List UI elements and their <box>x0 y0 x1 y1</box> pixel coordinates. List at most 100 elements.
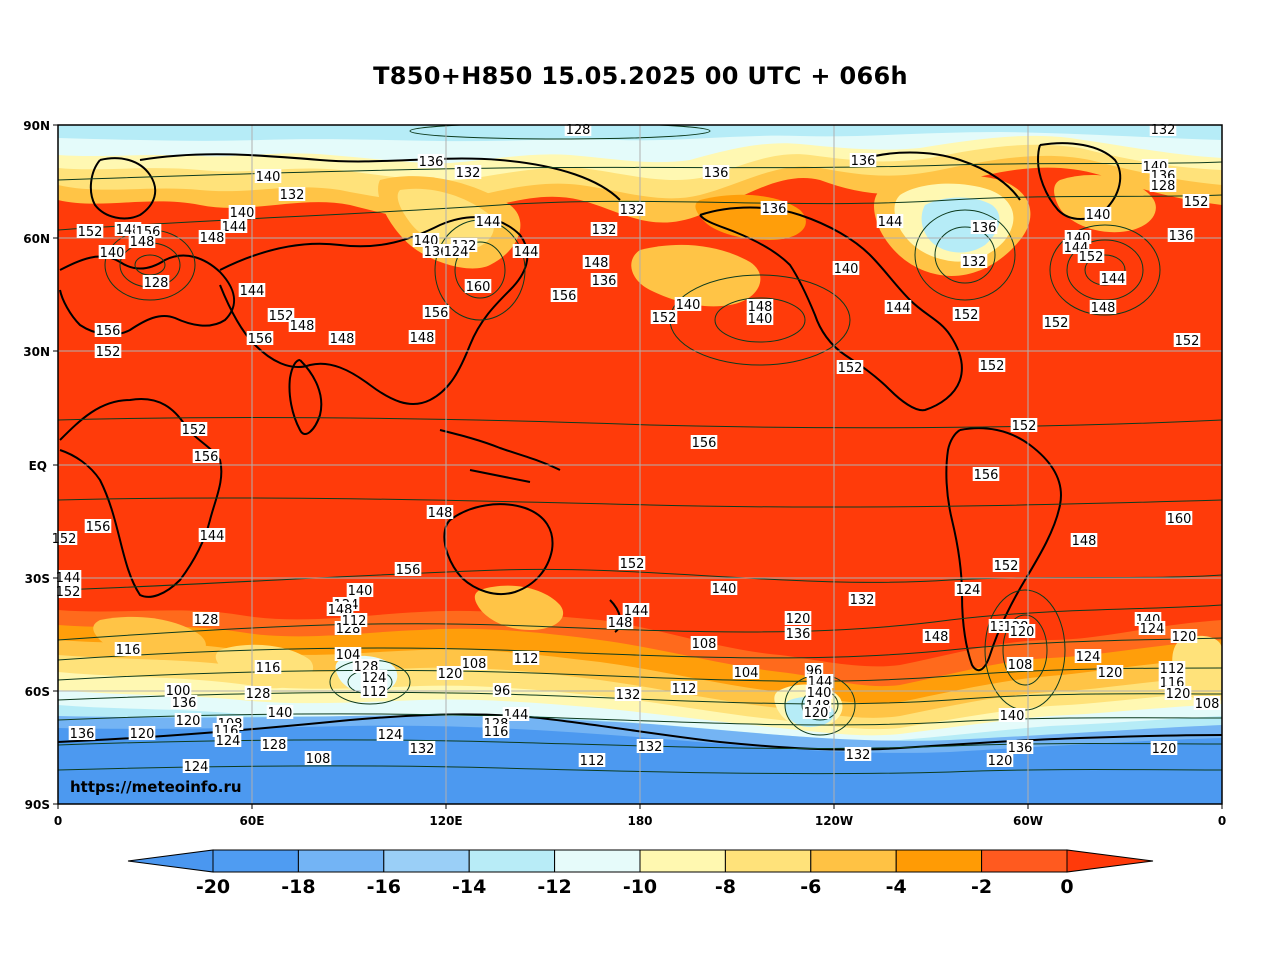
lon-label: 120W <box>815 814 853 828</box>
contour-label-box <box>512 651 540 665</box>
contour-label: 136 <box>704 166 729 181</box>
contour-label-box <box>1006 740 1034 754</box>
contour-label: 124 <box>184 760 209 775</box>
colorbar-tick-label: -18 <box>281 876 315 898</box>
contour-label-box <box>1164 686 1192 700</box>
contour-label: 120 <box>176 714 201 729</box>
contour-label-box <box>426 505 454 519</box>
contour-label-box <box>192 612 220 626</box>
contour-label-box <box>220 219 248 233</box>
colorbar-tick-label: -20 <box>196 876 230 898</box>
contour-label: 140 <box>807 686 832 701</box>
colorbar-segment <box>468 849 556 873</box>
contour-label-box <box>746 311 774 325</box>
contour-label: 152 <box>1184 195 1209 210</box>
contour-label-box <box>806 674 834 688</box>
colorbar-segment <box>895 849 983 873</box>
lat-label: 60N <box>23 232 50 246</box>
contour-label: 144 <box>886 301 911 316</box>
contour-label-box <box>198 230 226 244</box>
contour-label: 148 <box>924 630 949 645</box>
contour-label-box <box>170 695 198 709</box>
contour-label: 124 <box>956 583 981 598</box>
contour-label-box <box>376 727 404 741</box>
contour-label: 136 <box>786 627 811 642</box>
contour-label: 136 <box>172 696 197 711</box>
contour-label-box <box>1158 675 1186 689</box>
contour-label-box <box>732 665 760 679</box>
contour-label-box <box>1167 228 1195 242</box>
contour-label-box <box>1173 333 1201 347</box>
contour-label: 144 <box>56 571 81 586</box>
contour-label: 152 <box>52 532 77 547</box>
contour-label-box <box>1149 178 1177 192</box>
contour-label-box <box>174 713 202 727</box>
contour-label-box <box>876 214 904 228</box>
contour-label: 148 <box>410 331 435 346</box>
contour-label-box <box>1138 621 1166 635</box>
contour-label: 156 <box>248 332 273 347</box>
colorbar-tick-label: 0 <box>1060 876 1073 898</box>
contour-label: 116 <box>116 643 141 658</box>
contour-label-box <box>1182 194 1210 208</box>
colorbar-right-arrow <box>1066 849 1154 873</box>
contour-label-box <box>454 165 482 179</box>
contour-label: 148 <box>1091 301 1116 316</box>
contour-label: 152 <box>980 359 1005 374</box>
lat-label: 30S <box>25 572 50 586</box>
contour-label-box <box>360 670 388 684</box>
contour-label-box <box>464 279 492 293</box>
contour-label: 132 <box>456 166 481 181</box>
contour-label-box <box>1170 629 1198 643</box>
contour-label-box <box>690 636 718 650</box>
contour-label-box <box>254 660 282 674</box>
chart-title: T850+H850 15.05.2025 00 UTC + 066h <box>373 62 908 90</box>
contour-label-box <box>618 556 646 570</box>
colorbar-segment <box>212 849 299 873</box>
contour-label-box <box>805 685 833 699</box>
contour-label-box <box>1165 511 1193 525</box>
contour-label: 148 <box>608 616 633 631</box>
contour-label: 148 <box>200 231 225 246</box>
contour-label: 140 <box>676 298 701 313</box>
contour-label-box <box>690 435 718 449</box>
contour-label-box <box>760 201 788 215</box>
lon-label: 0 <box>54 814 62 828</box>
contour-label: 136 <box>424 245 449 260</box>
contour-label-box <box>804 663 824 677</box>
lon-label: 60E <box>240 814 265 828</box>
contour-label: 140 <box>834 262 859 277</box>
contour-label-box <box>114 642 142 656</box>
contour-label: 140 <box>256 170 281 185</box>
contour-label: 112 <box>580 754 605 769</box>
contour-label: 148 <box>584 256 609 271</box>
contour-label-box <box>76 224 104 238</box>
contour-label: 140 <box>748 312 773 327</box>
contour-label: 152 <box>56 585 81 600</box>
contour-label: 128 <box>144 276 169 291</box>
contour-label-box <box>970 220 998 234</box>
contour-label: 136 <box>419 155 444 170</box>
contour-label-box <box>98 245 126 259</box>
contour-label-box <box>674 297 702 311</box>
contour-label-box <box>180 422 208 436</box>
contour-label-box <box>142 275 170 289</box>
contour-label: 112 <box>342 614 367 629</box>
contour-label-box <box>844 747 872 761</box>
contour-label: 116 <box>256 661 281 676</box>
contour-label-box <box>502 707 530 721</box>
contour-label: 128 <box>1151 179 1176 194</box>
contour-label: 132 <box>280 188 305 203</box>
contour-label-box <box>68 726 96 740</box>
contour-label: 136 <box>592 274 617 289</box>
lat-label: 60S <box>25 685 50 699</box>
contour-label: 160 <box>1167 512 1192 527</box>
contour-label: 156 <box>86 520 111 535</box>
contour-label: 156 <box>552 289 577 304</box>
colorbar-tick-label: -12 <box>537 876 571 898</box>
colorbar-segment <box>810 849 897 873</box>
contour-label-box <box>394 562 422 576</box>
contour-label: 132 <box>592 223 617 238</box>
contour-label: 136 <box>1008 741 1033 756</box>
